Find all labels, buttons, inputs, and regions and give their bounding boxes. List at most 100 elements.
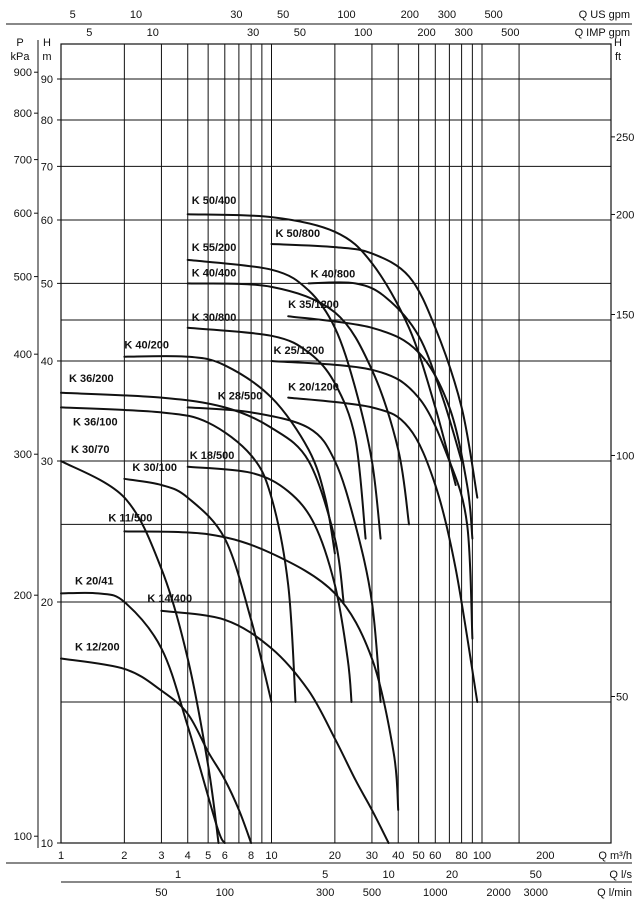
label-k-50-400: K 50/400 (192, 195, 237, 207)
label-k-35-1200: K 35/1200 (288, 299, 339, 311)
tick-label-us-gpm: 30 (230, 9, 242, 21)
curve-k-14-400 (160, 609, 390, 844)
tick-label-m: 60 (41, 215, 53, 227)
tick-label-lmin: 300 (316, 887, 334, 899)
tick-label-ls: 50 (530, 869, 542, 881)
curve-k-36-200 (60, 391, 345, 603)
plot-frame (6, 23, 632, 883)
tick-label-m: 10 (41, 838, 53, 850)
unit-imp-gpm: Q IMP gpm (575, 27, 630, 39)
tick-label-us-gpm: 5 (70, 9, 76, 21)
unit-h-right: H (614, 37, 622, 49)
curve-k-18-500 (186, 465, 353, 703)
unit-ft-right: ft (615, 51, 621, 63)
tick-label-lmin: 1000 (423, 887, 447, 899)
tick-label-m3h: 10 (265, 850, 277, 862)
label-k-40-400: K 40/400 (192, 267, 237, 279)
tick-label-imp-gpm: 300 (454, 27, 472, 39)
unit-m-left: m (42, 51, 51, 63)
tick-label-kpa: 500 (14, 272, 32, 284)
label-k-40-800: K 40/800 (311, 268, 356, 280)
tick-label-m: 30 (41, 456, 53, 468)
label-k-50-800: K 50/800 (276, 228, 321, 240)
label-k-55-200: K 55/200 (192, 242, 237, 254)
curve-k-11-500 (123, 530, 400, 811)
tick-label-m3h: 30 (366, 850, 378, 862)
curve-labels: K 50/400 K 50/800 K 55/200 K 40/400 K 40/800… (69, 195, 355, 653)
tick-label-kpa: 700 (14, 155, 32, 167)
curve-k-40-800 (307, 281, 463, 462)
label-k-28-500: K 28/500 (218, 390, 263, 402)
pump-curves (60, 213, 479, 844)
curve-k-40-200 (123, 355, 336, 555)
label-k-20-41: K 20/41 (75, 575, 114, 587)
tick-label-kpa: 900 (14, 67, 32, 79)
tick-label-m: 90 (41, 74, 53, 86)
tick-label-m: 70 (41, 161, 53, 173)
tick-label-m3h: 40 (392, 850, 404, 862)
unit-h-left: H (43, 37, 51, 49)
tick-label-m3h: 5 (205, 850, 211, 862)
label-k-18-500: K 18/500 (190, 450, 235, 462)
unit-kpa-label: kPa (11, 51, 31, 63)
tick-label-imp-gpm: 500 (501, 27, 519, 39)
tick-label-imp-gpm: 200 (417, 27, 435, 39)
tick-label-ls: 10 (382, 869, 394, 881)
plot-border (60, 43, 612, 844)
label-k-14-400: K 14/400 (147, 593, 192, 605)
tick-label-ft: 250 (616, 132, 634, 144)
unit-p-label: P (16, 37, 23, 49)
label-k-30-100: K 30/100 (132, 462, 177, 474)
curve-k-25-1200 (270, 360, 474, 640)
tick-label-lmin: 100 (216, 887, 234, 899)
tick-label-imp-gpm: 50 (294, 27, 306, 39)
label-k-11-500: K 11/500 (108, 512, 152, 524)
tick-label-imp-gpm: 30 (247, 27, 259, 39)
tick-label-m3h: 1 (58, 850, 64, 862)
tick-label-us-gpm: 50 (277, 9, 289, 21)
label-k-20-1200: K 20/1200 (288, 382, 339, 394)
tick-label-us-gpm: 300 (438, 9, 456, 21)
tick-label-m: 80 (41, 115, 53, 127)
tick-label-m3h: 4 (185, 850, 191, 862)
tick-label-kpa: 800 (14, 108, 32, 120)
tick-label-ls: 1 (175, 869, 181, 881)
tick-label-m: 40 (41, 356, 53, 368)
tick-label-us-gpm: 200 (401, 9, 419, 21)
tick-label-kpa: 400 (14, 349, 32, 361)
tick-label-kpa: 100 (14, 831, 32, 843)
tick-label-m3h: 100 (473, 850, 491, 862)
tick-label-m3h: 20 (329, 850, 341, 862)
axis-units: Q US gpm Q IMP gpm P kPa H m H ft Q m³/h… (11, 9, 633, 899)
tick-label-m: 20 (41, 597, 53, 609)
tick-label-m: 50 (41, 278, 53, 290)
tick-label-lmin: 2000 (486, 887, 510, 899)
label-k-36-200: K 36/200 (69, 373, 114, 385)
label-k-12-200: K 12/200 (75, 641, 120, 653)
curve-k-30-800 (186, 326, 367, 540)
tick-label-m3h: 3 (158, 850, 164, 862)
tick-label-ft: 200 (616, 209, 634, 221)
tick-label-m3h: 6 (222, 850, 228, 862)
tick-label-us-gpm: 10 (130, 9, 142, 21)
tick-label-m3h: 2 (121, 850, 127, 862)
curve-k-12-200 (60, 657, 253, 844)
grid (60, 44, 611, 844)
tick-label-lmin: 3000 (523, 887, 547, 899)
curve-k-55-200 (186, 258, 382, 540)
curve-k-30-70 (60, 460, 220, 844)
tick-label-imp-gpm: 10 (147, 27, 159, 39)
tick-label-ft: 100 (616, 450, 634, 462)
tick-label-lmin: 50 (155, 887, 167, 899)
curve-k-35-1200 (287, 315, 474, 540)
label-k-30-70: K 30/70 (71, 444, 110, 456)
tick-label-m3h: 60 (429, 850, 441, 862)
tick-label-us-gpm: 500 (484, 9, 502, 21)
tick-label-ft: 150 (616, 309, 634, 321)
tick-label-imp-gpm: 100 (354, 27, 372, 39)
unit-ls: Q l/s (609, 869, 632, 881)
curve-k-50-400 (186, 213, 457, 486)
tick-label-m3h: 50 (413, 850, 425, 862)
tick-label-ls: 5 (322, 869, 328, 881)
